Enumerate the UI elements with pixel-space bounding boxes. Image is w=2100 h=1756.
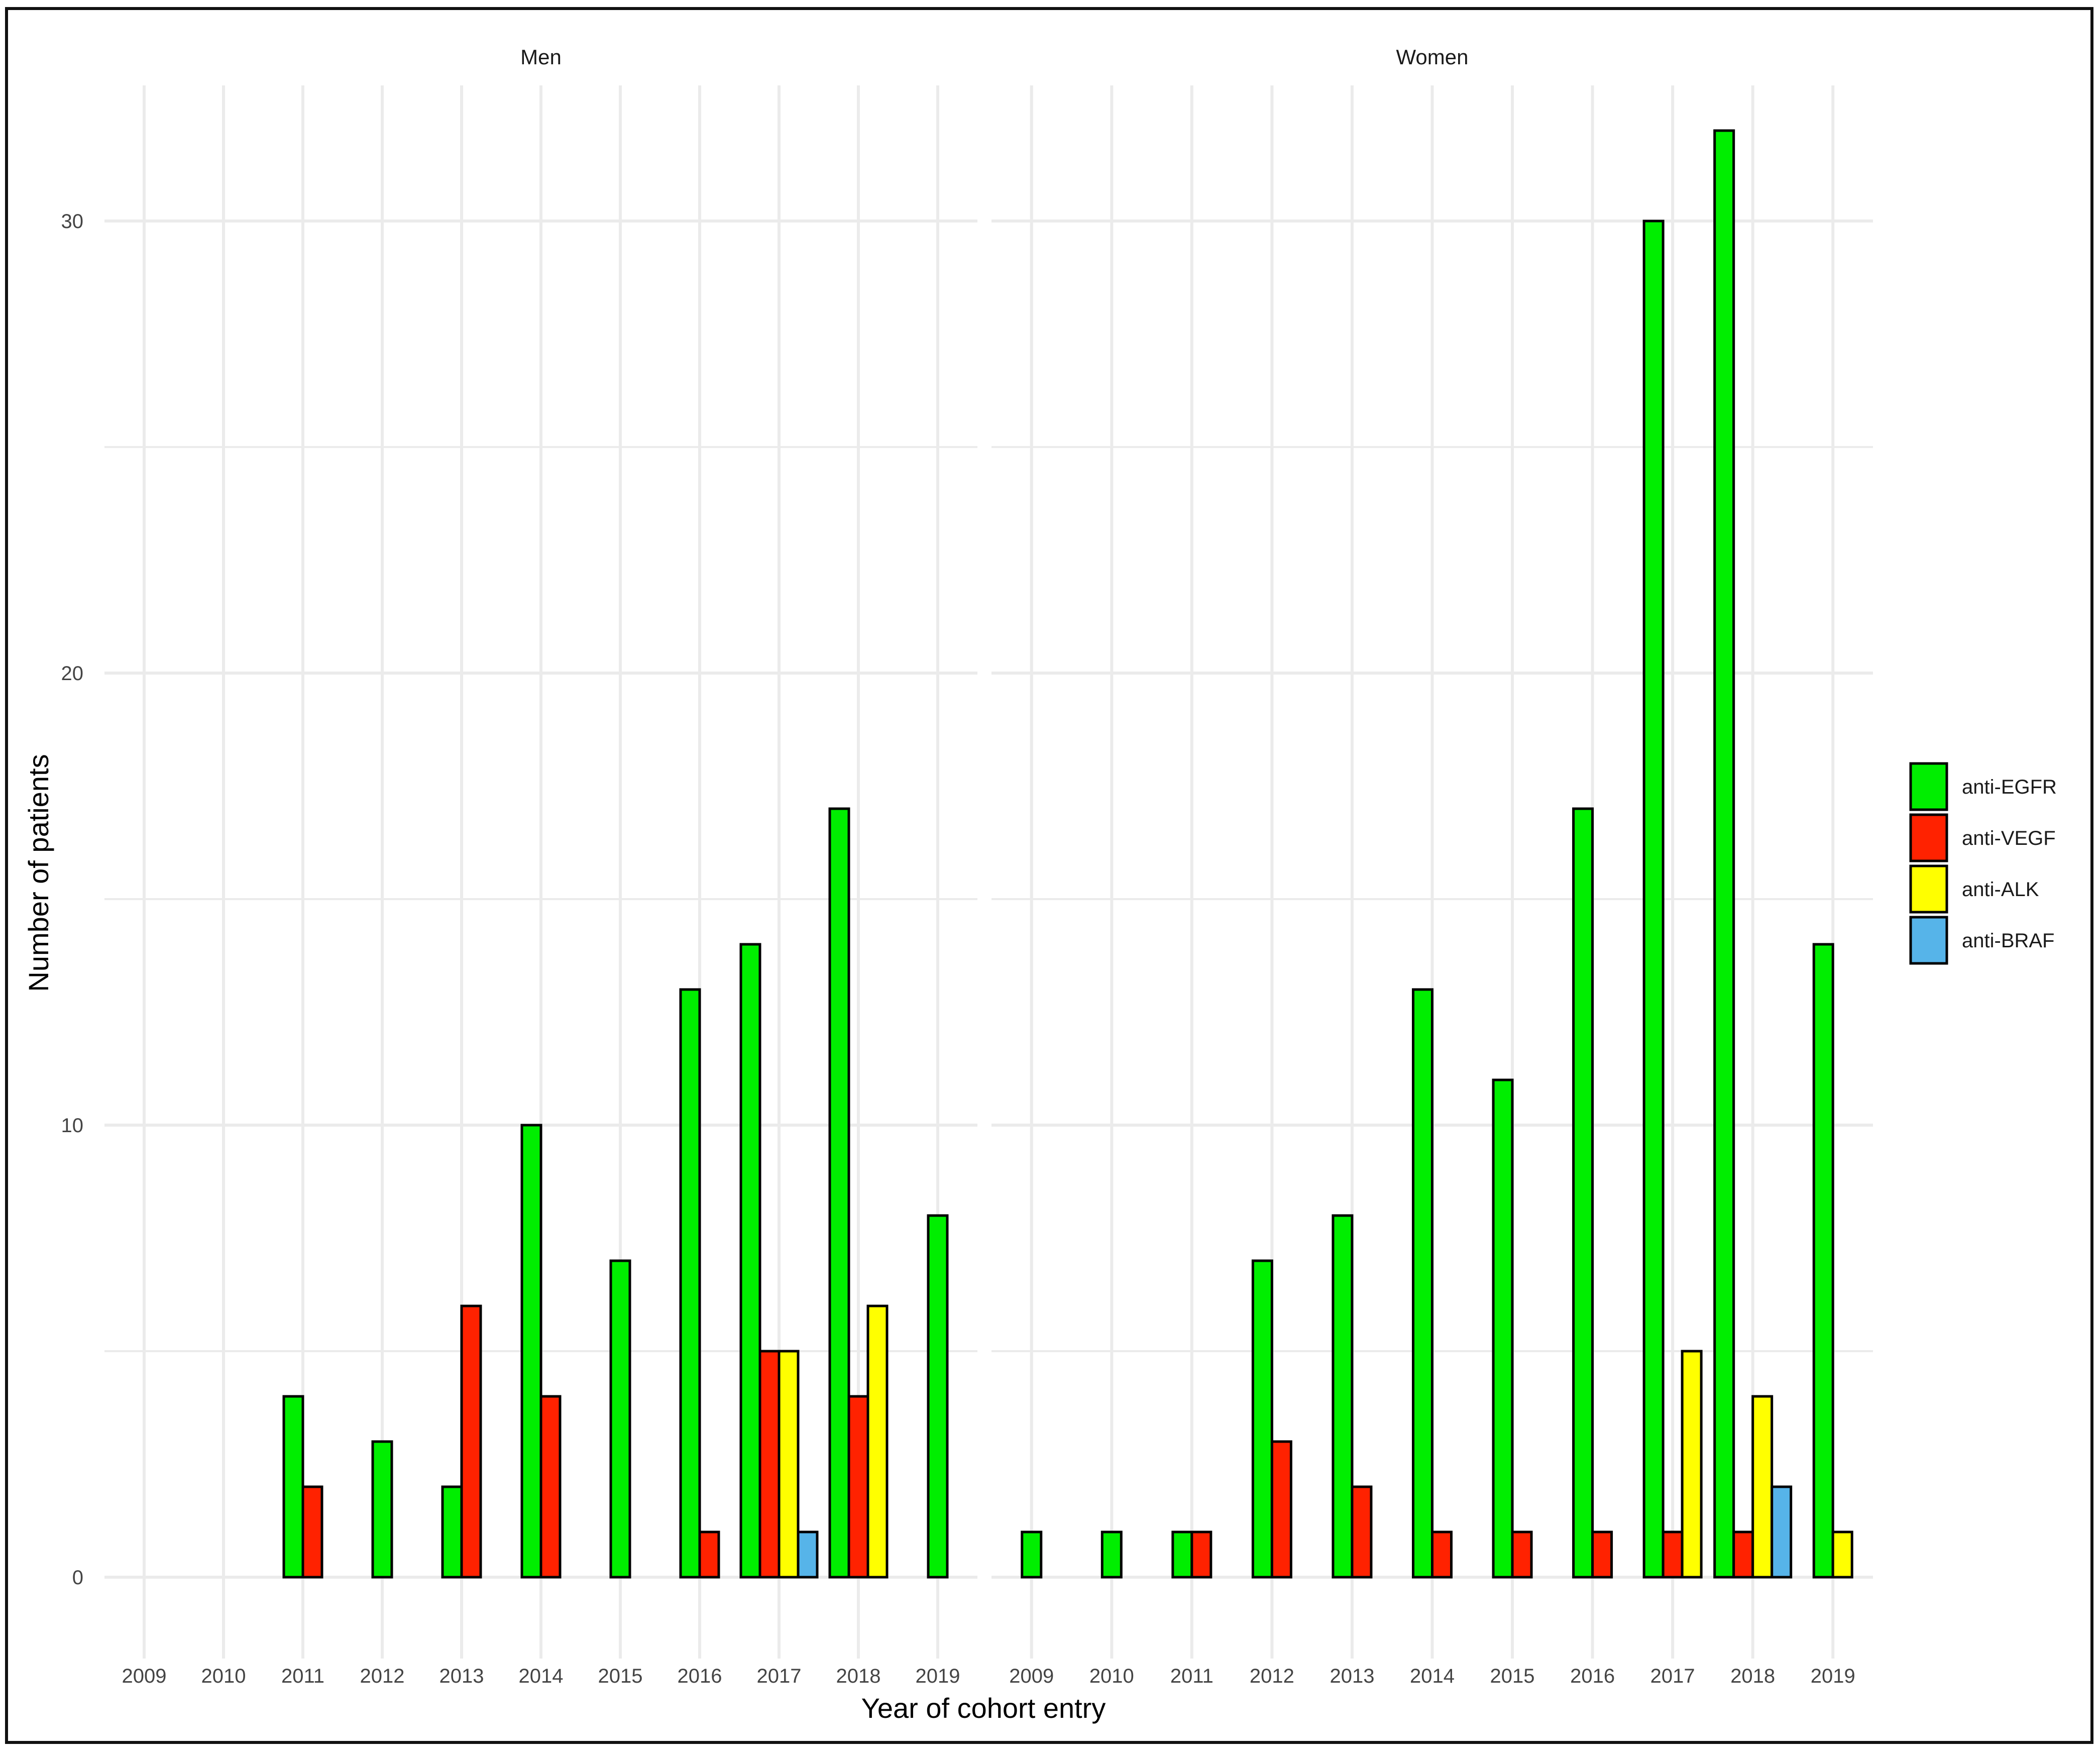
bar-men-2016-anti-vegf <box>698 1530 720 1579</box>
bar-women-2014-anti-egfr <box>1412 988 1433 1579</box>
bar-women-2012-anti-vegf <box>1270 1440 1292 1579</box>
x-tick-label: 2011 <box>1170 1665 1213 1687</box>
legend-key-anti-egfr <box>1909 762 1948 811</box>
bar-women-2018-anti-egfr <box>1713 129 1735 1579</box>
bar-women-2018-anti-vegf <box>1732 1530 1754 1579</box>
bar-men-2014-anti-egfr <box>520 1124 542 1579</box>
x-tick-label: 2018 <box>1730 1665 1775 1687</box>
y-tick-label: 30 <box>61 210 84 233</box>
bar-men-2018-anti-vegf <box>847 1395 869 1579</box>
x-tick-label: 2009 <box>122 1665 167 1687</box>
bar-men-2017-anti-alk <box>778 1350 800 1579</box>
bar-women-2012-anti-egfr <box>1251 1259 1273 1579</box>
bar-men-2017-anti-egfr <box>739 943 761 1579</box>
bar-women-2018-anti-braf <box>1771 1485 1793 1579</box>
x-tick-label: 2019 <box>916 1665 960 1687</box>
bar-men-2017-anti-braf <box>797 1530 819 1579</box>
bar-men-2019-anti-egfr <box>927 1214 949 1579</box>
bar-women-2017-anti-egfr <box>1642 220 1665 1579</box>
y-axis-title: Number of patients <box>23 754 54 992</box>
x-tick-label: 2014 <box>519 1665 564 1687</box>
x-tick-label: 2011 <box>281 1665 324 1687</box>
bar-men-2013-anti-vegf <box>460 1304 482 1579</box>
x-tick-label: 2018 <box>836 1665 881 1687</box>
figure-frame: Men 2009 2010 2011 2012 2013 2014 2015 2016 2017 2… <box>5 7 2093 1744</box>
bar-women-2017-anti-alk <box>1681 1350 1703 1579</box>
facet-label-men: Men <box>520 45 562 69</box>
x-axis-title: Year of cohort entry <box>861 1692 1106 1724</box>
x-tick-label: 2012 <box>360 1665 405 1687</box>
x-tick-label: 2019 <box>1811 1665 1855 1687</box>
bar-men-2012-anti-egfr <box>371 1440 393 1579</box>
legend-label: anti-VEGF <box>1962 827 2056 849</box>
bar-men-2016-anti-egfr <box>679 988 701 1579</box>
bar-women-2013-anti-egfr <box>1332 1214 1354 1579</box>
bar-women-2015-anti-egfr <box>1492 1078 1514 1579</box>
x-tick-label: 2016 <box>678 1665 722 1687</box>
x-tick-label: 2017 <box>757 1665 802 1687</box>
legend-key-anti-vegf <box>1909 813 1948 862</box>
bar-women-2017-anti-vegf <box>1662 1530 1684 1579</box>
bar-women-2009-anti-egfr <box>1021 1530 1043 1579</box>
x-tick-label: 2016 <box>1570 1665 1615 1687</box>
x-tick-label: 2017 <box>1650 1665 1695 1687</box>
bar-men-2013-anti-egfr <box>441 1485 463 1579</box>
bar-women-2019-anti-egfr <box>1812 943 1834 1579</box>
legend-label: anti-EGFR <box>1962 776 2057 798</box>
bar-men-2011-anti-vegf <box>301 1485 323 1579</box>
y-tick-label: 0 <box>72 1567 83 1589</box>
x-tick-label: 2012 <box>1250 1665 1294 1687</box>
x-tick-label: 2014 <box>1410 1665 1455 1687</box>
bar-men-2014-anti-vegf <box>539 1395 562 1579</box>
bar-women-2016-anti-vegf <box>1591 1530 1613 1579</box>
bar-men-2018-anti-egfr <box>828 807 850 1579</box>
y-tick-label: 10 <box>61 1115 84 1137</box>
bar-women-2018-anti-alk <box>1751 1395 1774 1579</box>
x-tick-label: 2015 <box>1490 1665 1535 1687</box>
bar-men-2017-anti-vegf <box>758 1350 781 1579</box>
bar-men-2015-anti-egfr <box>609 1259 631 1579</box>
legend-key-anti-alk <box>1909 864 1948 914</box>
bar-men-2011-anti-egfr <box>282 1395 304 1579</box>
facet-label-women: Women <box>1396 45 1469 69</box>
x-tick-label: 2010 <box>201 1665 246 1687</box>
x-tick-label: 2013 <box>1330 1665 1374 1687</box>
x-tick-label: 2013 <box>439 1665 484 1687</box>
bar-women-2019-anti-alk <box>1831 1530 1853 1579</box>
x-tick-label: 2009 <box>1009 1665 1054 1687</box>
legend-key-anti-braf <box>1909 916 1948 965</box>
y-tick-label: 20 <box>61 663 84 685</box>
bar-women-2016-anti-egfr <box>1572 807 1594 1579</box>
bar-women-2010-anti-egfr <box>1100 1530 1123 1579</box>
bar-women-2011-anti-vegf <box>1190 1530 1212 1579</box>
bar-men-2018-anti-alk <box>866 1304 889 1579</box>
bar-women-2015-anti-vegf <box>1511 1530 1533 1579</box>
legend-label: anti-ALK <box>1962 879 2039 901</box>
bar-women-2011-anti-egfr <box>1171 1530 1193 1579</box>
x-tick-label: 2010 <box>1089 1665 1134 1687</box>
legend-label: anti-BRAF <box>1962 930 2055 952</box>
bar-women-2013-anti-vegf <box>1351 1485 1373 1579</box>
bar-women-2014-anti-vegf <box>1431 1530 1453 1579</box>
x-tick-label: 2015 <box>598 1665 643 1687</box>
